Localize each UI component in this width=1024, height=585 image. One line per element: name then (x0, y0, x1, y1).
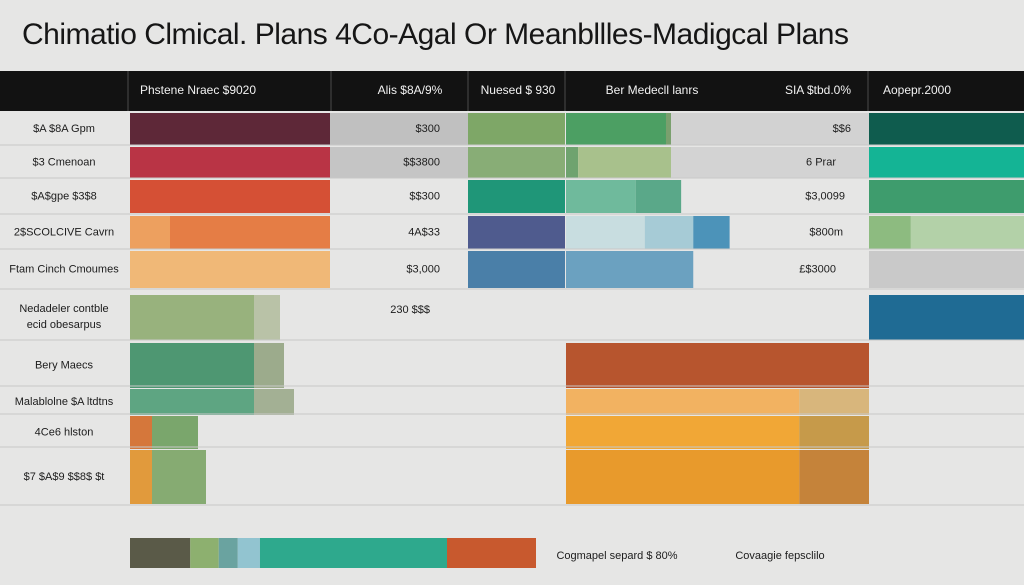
header-label-5: Aopepr.2000 (883, 83, 951, 97)
bar-r0-c2-2 (468, 113, 565, 145)
table-header (0, 71, 1024, 111)
bar-r6-c0-1 (254, 343, 284, 388)
bar-r5-c0-0 (130, 295, 254, 340)
chart-title: Chimatio Clmical. Plans 4Co-Agal Or Mean… (22, 18, 849, 51)
bar-r8-c0-0 (130, 416, 152, 449)
bar-r0-c3-3 (566, 113, 666, 145)
bar-r2-c0-0 (130, 180, 330, 213)
bar-r7-c0-1 (254, 389, 294, 415)
bar-r1-c3-3 (566, 147, 579, 178)
bar-r3-c5-7 (910, 216, 1024, 249)
bar-r3-c0-0 (130, 216, 170, 249)
legend-segment-3 (237, 538, 260, 568)
bar-r2-c2-1 (468, 180, 565, 213)
bar-r1-c4-6 (671, 147, 869, 178)
bar-r3-c3-3 (566, 216, 645, 249)
bar-r0-c4-6 (671, 113, 869, 145)
bar-r8-c3-3 (799, 416, 869, 449)
bar-r4-c5-3 (869, 251, 1024, 288)
bar-r3-c5-6 (869, 216, 911, 249)
row-label-4: Ftam Cinch Cmoumes (9, 263, 119, 275)
row-value-3-1: $800m (809, 226, 843, 238)
header-label-4: SIA $tbd.0% (785, 83, 851, 97)
row-label-5: Nedadeler contble (19, 303, 108, 315)
header-label-1: Alis $8A/9% (378, 83, 443, 97)
bar-r0-c0-0 (130, 113, 330, 145)
bar-r1-c2-2 (468, 147, 565, 178)
row-label-3: 2$SCOLCIVE Cavrn (14, 226, 114, 238)
bar-r6-c0-0 (130, 343, 254, 388)
bar-r3-c3-4 (644, 216, 694, 249)
row-label-1: $3 Cmenoan (33, 156, 96, 168)
row-label-9: $7 $A$9 $$8$ $t (24, 471, 105, 483)
bar-r6-c3-2 (566, 343, 869, 388)
legend-label-1: Covaagie fepsclilo (735, 550, 824, 562)
header-label-0: Phstene Nraec $9020 (140, 83, 256, 97)
bar-r5-c0-1 (254, 295, 280, 340)
bar-r3-c0-1 (170, 216, 330, 249)
row-label-5-line2: ecid obesarpus (27, 319, 102, 331)
row-value-2-0: $$300 (409, 190, 440, 202)
bar-r9-c3-3 (799, 450, 869, 504)
row-label-8: 4Ce6 hlston (35, 426, 94, 438)
row-value-3-0: 4A$33 (408, 226, 440, 238)
row-value-1-1: 6 Prar (806, 156, 836, 168)
bar-r1-c0-0 (130, 147, 330, 178)
legend-segment-0 (130, 538, 191, 568)
row-label-2: $A$gpe $3$8 (31, 190, 96, 202)
legend-segment-4 (259, 538, 447, 568)
bar-r0-c1-1 (330, 113, 468, 145)
bar-r7-c3-3 (799, 389, 869, 415)
bar-r3-c3-5 (693, 216, 730, 249)
bar-r8-c0-1 (152, 416, 198, 449)
bar-r2-c5-4 (869, 180, 1024, 213)
bar-r7-c3-2 (566, 389, 800, 415)
bar-r1-c1-1 (330, 147, 468, 178)
legend-segment-1 (190, 538, 219, 568)
bar-r7-c0-0 (130, 389, 254, 415)
row-value-0-1: $$6 (833, 123, 851, 135)
header-label-3: Ber Medecll lanrs (606, 83, 699, 97)
bar-r4-c0-0 (130, 251, 330, 288)
bar-r4-c2-1 (468, 251, 565, 288)
legend-label-0: Cogmapel separd $ 80% (556, 550, 677, 562)
row-label-6: Bery Maecs (35, 359, 94, 371)
header-label-2: Nuesed $ 930 (481, 83, 556, 97)
bar-r2-c3-3 (635, 180, 682, 213)
bar-r5-c5-2 (869, 295, 1024, 340)
bar-r8-c3-2 (566, 416, 800, 449)
bar-r0-c5-7 (869, 113, 1024, 145)
bar-r1-c5-7 (869, 147, 1024, 178)
row-value-4-1: £$3000 (799, 263, 836, 275)
legend-segment-accent (447, 538, 536, 568)
bar-r9-c3-2 (566, 450, 800, 504)
row-label-7: Malablolne $A ltdtns (15, 396, 114, 408)
bar-r9-c0-1 (152, 450, 206, 504)
row-value-0-0: $300 (416, 123, 440, 135)
bar-r4-c3-2 (566, 251, 694, 288)
legend-segment-2 (218, 538, 238, 568)
bar-r3-c2-2 (468, 216, 565, 249)
row-value-1-0: $$3800 (403, 156, 440, 168)
bar-r2-c3-2 (566, 180, 636, 213)
row-value-4-0: $3,000 (406, 263, 440, 275)
row-value-5-0: 230 $$$ (390, 304, 430, 316)
bar-r9-c0-0 (130, 450, 152, 504)
row-label-0: $A $8A Gpm (33, 123, 95, 135)
row-value-2-1: $3,0099 (805, 190, 845, 202)
